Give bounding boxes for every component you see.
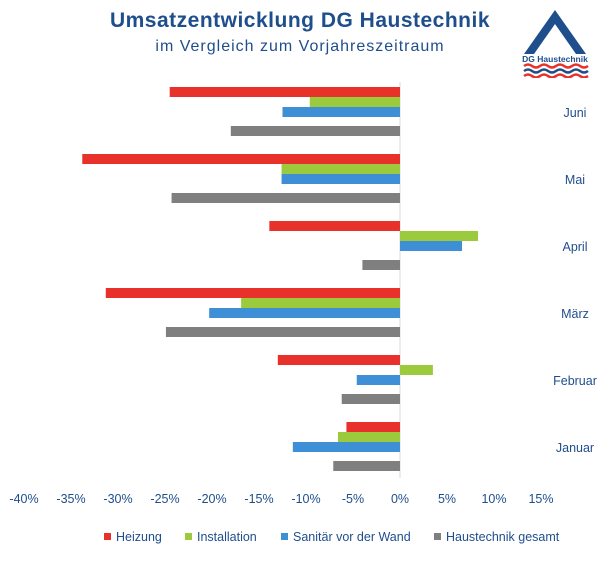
bar-haustechnik-gesamt-juni <box>230 126 400 136</box>
bar-haustechnik-gesamt-mai <box>171 193 400 203</box>
bar-installation-februar <box>400 365 433 375</box>
chart-subtitle: im Vergleich zum Vorjahreszeitraum <box>155 38 445 55</box>
bar-haustechnik-gesamt-februar <box>341 394 400 404</box>
x-tick-label: -25% <box>150 492 179 506</box>
legend-swatch <box>434 533 441 540</box>
category-label: April <box>562 240 587 254</box>
bar-haustechnik-gesamt-märz <box>165 327 400 337</box>
bar-haustechnik-gesamt-januar <box>333 461 400 471</box>
x-tick-label: 5% <box>438 492 456 506</box>
legend-label: Haustechnik gesamt <box>446 530 560 544</box>
x-tick-label: 10% <box>481 492 506 506</box>
bar-heizung-april <box>269 221 400 231</box>
bar-sanit-r-vor-der-wand-märz <box>209 308 400 318</box>
category-label: Februar <box>553 374 597 388</box>
x-tick-label: -5% <box>342 492 364 506</box>
bar-installation-april <box>400 231 479 241</box>
bar-sanit-r-vor-der-wand-januar <box>292 442 400 452</box>
chart-title: Umsatzentwicklung DG Haustechnik <box>109 9 491 32</box>
x-tick-label: -20% <box>197 492 226 506</box>
x-tick-label: -10% <box>291 492 320 506</box>
legend-swatch <box>281 533 288 540</box>
x-tick-label: 15% <box>528 492 553 506</box>
bar-heizung-märz <box>105 288 400 298</box>
bar-installation-märz <box>241 298 400 308</box>
bar-sanit-r-vor-der-wand-februar <box>356 375 400 385</box>
legend-swatch <box>104 533 111 540</box>
x-tick-label: 0% <box>391 492 409 506</box>
category-label: Mai <box>565 173 585 187</box>
x-tick-label: -35% <box>56 492 85 506</box>
category-label: März <box>561 307 589 321</box>
bar-sanit-r-vor-der-wand-mai <box>281 174 400 184</box>
bar-sanit-r-vor-der-wand-april <box>400 241 463 251</box>
bar-installation-juni <box>309 97 400 107</box>
bar-installation-januar <box>337 432 400 442</box>
legend-swatch <box>185 533 192 540</box>
logo-text: DG Haustechnik <box>522 54 588 64</box>
bar-sanit-r-vor-der-wand-juni <box>282 107 400 117</box>
category-label: Januar <box>556 441 594 455</box>
legend-label: Sanitär vor der Wand <box>293 530 411 544</box>
dg-haustechnik-logo: DG Haustechnik <box>522 10 589 78</box>
legend-label: Heizung <box>116 530 162 544</box>
x-tick-label: -15% <box>244 492 273 506</box>
bar-heizung-januar <box>346 422 400 432</box>
x-tick-label: -40% <box>9 492 38 506</box>
bar-installation-mai <box>281 164 400 174</box>
category-label: Juni <box>564 106 587 120</box>
bar-heizung-mai <box>82 154 400 164</box>
bar-heizung-juni <box>169 87 400 97</box>
legend-label: Installation <box>197 530 257 544</box>
x-tick-label: -30% <box>103 492 132 506</box>
bar-heizung-februar <box>277 355 400 365</box>
bar-haustechnik-gesamt-april <box>362 260 400 270</box>
